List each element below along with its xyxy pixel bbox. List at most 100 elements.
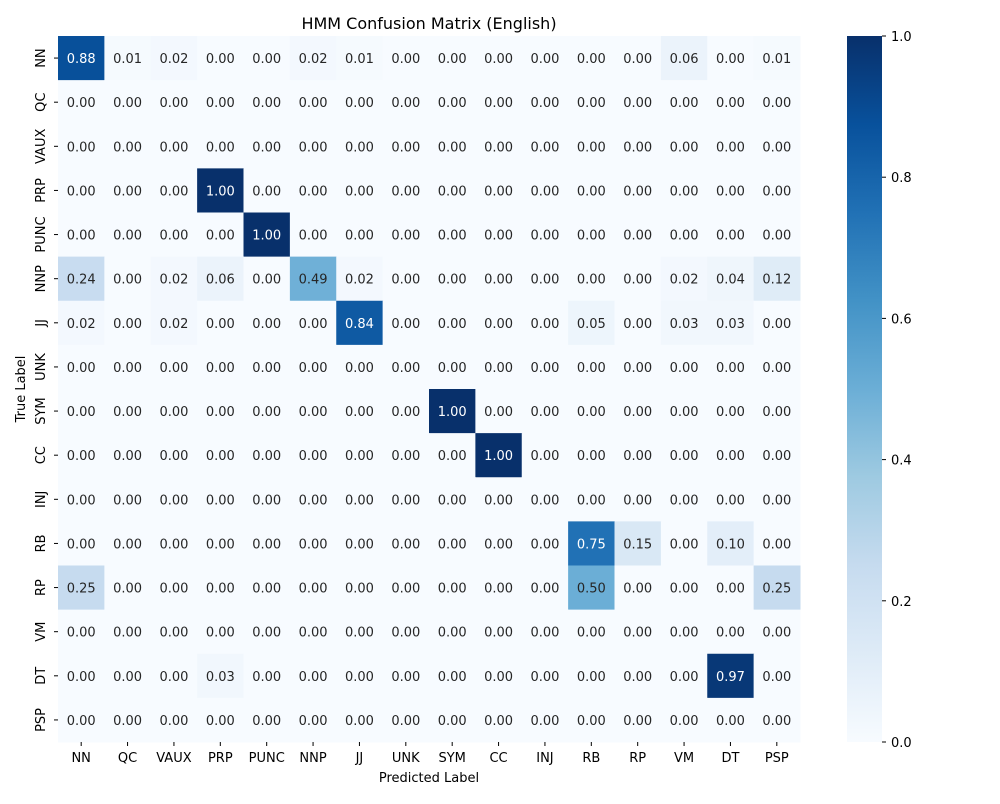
heatmap-cell: [58, 344, 105, 390]
y-axis-ticks: NN QC VAUX PRP PUNC NNP JJ UNK SYM CC INJ RB RP VM DT P…: [34, 48, 58, 732]
x-axis-ticks: NN QC VAUX PRP PUNC NNP JJ UNK SYM CC INJ RB RP VM DT P…: [71, 742, 789, 766]
heatmap-cell: [521, 433, 569, 478]
x-tick-label: NN: [71, 751, 90, 766]
cell-value-label: 0.00: [252, 361, 281, 376]
cell-value-label: 0.00: [391, 184, 420, 199]
cell-value-label: 0.00: [577, 361, 606, 376]
cell-value-label: 0.05: [577, 317, 606, 332]
y-tick-label: VM: [34, 622, 49, 642]
heatmap-cell: [289, 36, 337, 81]
cell-value-label: 0.00: [577, 229, 606, 244]
heatmap-cell: [521, 389, 569, 434]
heatmap-cell: [568, 124, 615, 169]
cell-value-label: 0.00: [159, 714, 188, 729]
heatmap-cell: [614, 212, 662, 258]
cell-value-label: 0.15: [623, 537, 652, 552]
cell-value-label: 0.75: [577, 537, 606, 552]
cell-value-label: 0.00: [391, 317, 420, 332]
heatmap-cell: [336, 300, 384, 346]
cell-value-label: 0.25: [762, 582, 791, 597]
heatmap-cell: [58, 521, 105, 566]
cell-value-label: 0.00: [299, 449, 328, 464]
cell-value-label: 0.00: [762, 317, 791, 332]
heatmap-cell: [568, 80, 615, 125]
heatmap-cell: [614, 124, 662, 169]
cell-value-label: 0.00: [345, 670, 374, 685]
heatmap-cell: [429, 124, 476, 169]
heatmap-cell: [289, 565, 337, 611]
cell-value-label: 0.00: [67, 96, 96, 111]
heatmap-cell: [614, 168, 662, 213]
heatmap-cell: [336, 344, 384, 390]
heatmap-cell: [150, 124, 198, 169]
cell-value-label: 0.00: [206, 626, 235, 641]
heatmap-cell: [707, 653, 755, 699]
cell-value-label: 0.00: [252, 582, 281, 597]
heatmap-cell: [429, 36, 476, 81]
heatmap-cell: [429, 344, 476, 390]
cell-value-label: 0.00: [299, 626, 328, 641]
cell-value-label: 0.00: [623, 670, 652, 685]
cell-value-label: 0.00: [206, 537, 235, 552]
cell-value-label: 0.00: [299, 317, 328, 332]
cell-value-label: 0.00: [345, 229, 374, 244]
heatmap-cell: [707, 344, 755, 390]
cell-value-label: 0.00: [530, 273, 559, 288]
cell-value-label: 0.00: [345, 405, 374, 420]
heatmap-cell: [58, 653, 105, 699]
heatmap-cell: [707, 256, 755, 302]
heatmap-cell: [104, 477, 152, 522]
heatmap-cell: [429, 300, 476, 346]
cell-value-label: 0.00: [299, 537, 328, 552]
heatmap-cell: [382, 212, 430, 258]
heatmap-cell: [707, 124, 755, 169]
cell-value-label: 0.00: [438, 537, 467, 552]
cell-value-label: 0.00: [252, 449, 281, 464]
cell-value-label: 0.00: [762, 626, 791, 641]
heatmap-cell: [289, 477, 337, 522]
heatmap-cell: [568, 344, 615, 390]
heatmap-cell: [614, 521, 662, 566]
heatmap-cell: [150, 168, 198, 213]
heatmap-cell: [382, 433, 430, 478]
cell-value-label: 0.02: [345, 273, 374, 288]
y-tick-label: RB: [34, 534, 49, 552]
heatmap-cell: [475, 477, 523, 522]
cell-value-label: 0.00: [438, 714, 467, 729]
cell-value-label: 0.00: [113, 140, 142, 155]
cell-value-label: 0.00: [484, 537, 513, 552]
heatmap-cell: [58, 256, 105, 302]
y-tick-label: PSP: [34, 708, 49, 732]
cell-value-label: 0.03: [206, 670, 235, 685]
cell-value-label: 0.00: [438, 52, 467, 67]
x-tick-label: QC: [118, 751, 137, 766]
heatmap-cell: [660, 168, 708, 213]
cell-value-label: 0.84: [345, 317, 374, 332]
cell-value-label: 0.00: [762, 229, 791, 244]
cell-value-label: 0.00: [113, 361, 142, 376]
cell-value-label: 1.00: [484, 449, 513, 464]
cell-value-label: 0.00: [530, 96, 559, 111]
heatmap-cell: [475, 36, 523, 81]
cell-value-label: 0.00: [159, 229, 188, 244]
cell-value-label: 0.00: [67, 361, 96, 376]
heatmap-cell: [58, 697, 105, 743]
heatmap-cell: [150, 212, 198, 258]
cell-value-label: 0.00: [438, 140, 467, 155]
cell-value-label: 0.00: [159, 537, 188, 552]
heatmap-cell: [104, 697, 152, 743]
cell-value-label: 1.00: [252, 229, 281, 244]
cell-value-label: 0.00: [623, 229, 652, 244]
cell-value-label: 0.00: [670, 140, 699, 155]
heatmap-cell: [336, 653, 384, 699]
cell-value-label: 0.00: [577, 140, 606, 155]
y-tick-label: NNP: [34, 265, 49, 292]
cell-value-label: 0.00: [299, 405, 328, 420]
cell-value-label: 0.00: [299, 140, 328, 155]
heatmap-cell: [289, 389, 337, 434]
heatmap-cell: [429, 212, 476, 258]
cell-value-label: 0.00: [252, 184, 281, 199]
heatmap-cell: [336, 697, 384, 743]
chart-title: HMM Confusion Matrix (English): [301, 14, 556, 33]
cell-value-label: 0.00: [206, 449, 235, 464]
